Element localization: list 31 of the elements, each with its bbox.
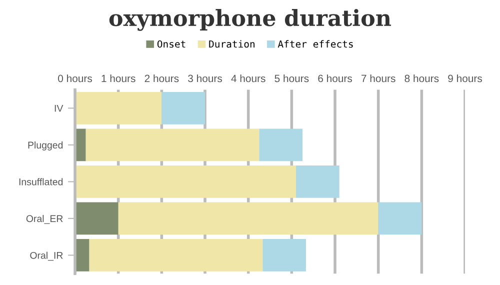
y-tick-label: Insufflated (19, 178, 63, 186)
bar (378, 202, 422, 235)
y-tick-label: Oral_IR (30, 252, 63, 261)
x-tick-label: 6 hours (318, 74, 352, 82)
bar (75, 92, 162, 124)
x-tick-label: 1 hours (102, 74, 136, 82)
x-tick-label: 3 hours (188, 74, 222, 82)
legend-label: After effects (278, 40, 353, 48)
x-tick-label: 7 hours (361, 74, 396, 82)
y-tick-label: Plugged (28, 141, 63, 150)
bar (75, 239, 90, 272)
bar (296, 166, 340, 198)
bar (75, 166, 296, 198)
bar (259, 128, 302, 162)
bar (86, 128, 260, 162)
legend-label: Onset (157, 40, 186, 48)
y-tick-label: IV (54, 104, 64, 112)
x-tick-label: 5 hours (274, 74, 309, 82)
y-tick-label: Oral_ER (26, 214, 63, 224)
x-tick-label: 0 hours (58, 74, 92, 82)
bar (262, 239, 306, 272)
bar (162, 92, 205, 124)
x-tick-label: 8 hours (404, 74, 439, 82)
bar (89, 239, 263, 272)
bar (118, 202, 378, 235)
x-tick-label: 9 hours (448, 74, 482, 82)
legend-label: Duration (209, 40, 254, 48)
bar (75, 202, 118, 235)
x-tick-label: 2 hours (144, 74, 179, 82)
chart-title: oxymorphone duration (109, 9, 392, 31)
x-tick-label: 4 hours (231, 74, 266, 82)
